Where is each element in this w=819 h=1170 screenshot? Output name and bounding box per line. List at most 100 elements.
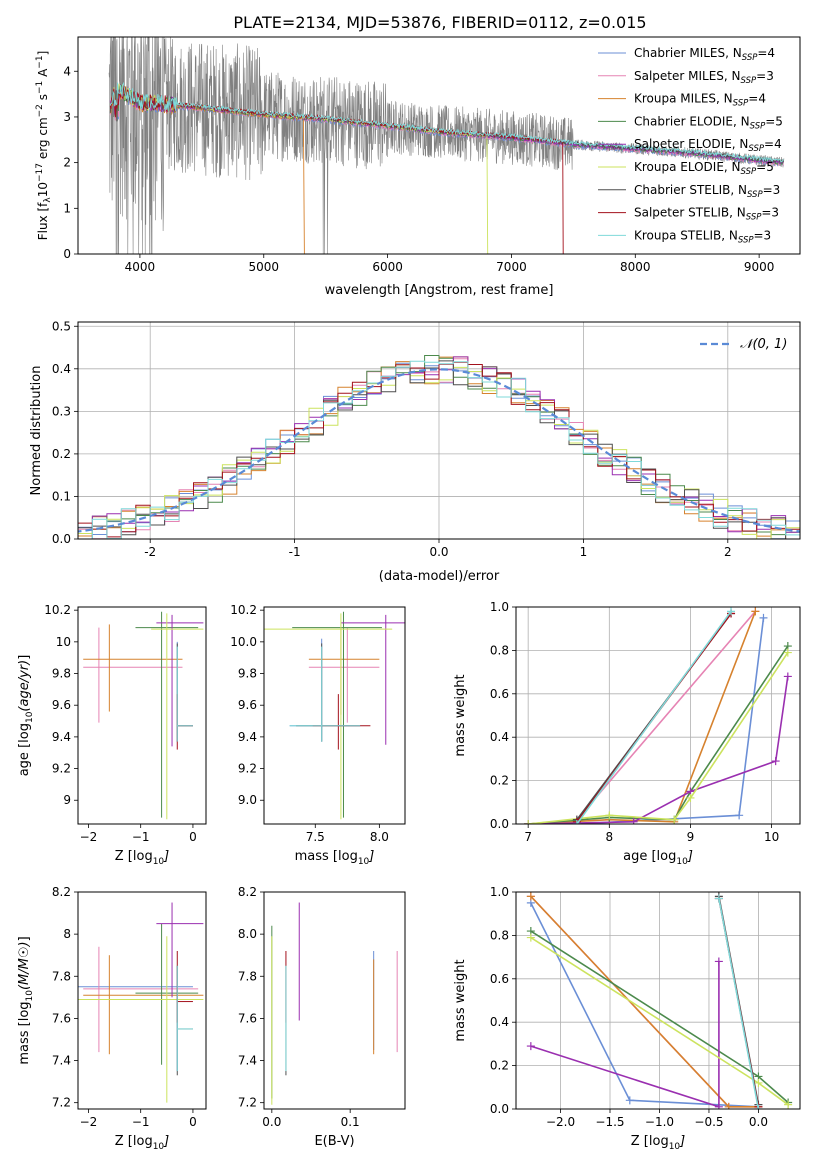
x-tick-label: 8.0 [370, 830, 389, 844]
weight-marker [783, 648, 792, 657]
x-tick-label: 0.0 [262, 1115, 281, 1129]
x-tick-label: 8 [605, 830, 613, 844]
legend-label: Kroupa MILES, NSSP=4 [634, 92, 766, 109]
weight-marker [759, 613, 768, 622]
weight-marker [714, 1102, 723, 1109]
y-tick-label: 0.4 [490, 730, 509, 744]
panel-mass-vs-Z: −2 −1 0 7.2 7.4 7.6 7.8 8 8.2 Z [log10] mass [log1… [17, 885, 207, 1152]
weight-marker [784, 1100, 793, 1109]
observed-spectrum [108, 37, 785, 254]
panel-spectrum: 4000 5000 6000 7000 8000 9000 0 1 2 3 4 wavelength … [35, 36, 801, 298]
weight-line-4 [528, 676, 789, 824]
x-axis-label: E(B-V) [314, 1134, 354, 1149]
x-tick-label: 9000 [744, 260, 775, 274]
plot-area [524, 607, 792, 824]
y-tick-label: 3 [63, 110, 71, 124]
figure-title: PLATE=2134, MJD=53876, FIBERID=0112, z=0… [233, 13, 646, 32]
y-tick-label: 0.0 [490, 1102, 509, 1116]
y-tick-label: 0.5 [52, 319, 71, 333]
x-tick-label: 0.0 [749, 1115, 768, 1129]
weight-marker [629, 817, 638, 824]
y-tick-label: 1 [63, 201, 71, 215]
x-tick-label: 4000 [125, 260, 156, 274]
x-tick-label: −2.0 [546, 1115, 575, 1129]
x-tick-label: 0.1 [341, 1115, 360, 1129]
model-spectrum-5 [109, 83, 489, 254]
x-tick-label: 0 [189, 1115, 197, 1129]
y-tick-label: 10 [56, 635, 71, 649]
y-tick-label: 7.8 [52, 969, 71, 983]
y-tick-label: 1.0 [490, 600, 509, 614]
y-tick-label: 9.0 [238, 793, 257, 807]
weight-line-2 [528, 611, 757, 824]
x-tick-label: 7.5 [306, 830, 325, 844]
y-tick-label: 0.0 [490, 817, 509, 831]
model-spectrum-6 [109, 84, 784, 165]
legend-label: Kroupa STELIB, NSSP=3 [634, 228, 771, 245]
y-tick-label: 10.2 [44, 603, 71, 617]
y-tick-label: 0 [63, 247, 71, 261]
y-tick-label: 0.6 [490, 972, 509, 986]
y-tick-label: 7.4 [52, 1054, 71, 1068]
axes-frame [515, 606, 801, 825]
y-tick-label: 9.8 [52, 667, 71, 681]
x-tick-label: 9 [687, 830, 695, 844]
legend-label: Chabrier MILES, NSSP=4 [634, 46, 775, 63]
x-axis-label: Z [log10] [631, 1134, 685, 1152]
weight-marker [771, 757, 780, 766]
x-axis-label: wavelength [Angstrom, rest frame] [325, 283, 554, 298]
plot-area [264, 611, 405, 820]
x-tick-label: 5000 [248, 260, 279, 274]
y-tick-label: 9.4 [238, 730, 257, 744]
panel-mass-weight-vs-Z: −2.0 −1.5 −1.0 −0.5 0.0 0.0 0.2 0.4 0.6 0.8 1.0 mas… [453, 885, 801, 1152]
x-tick-label: 6000 [372, 260, 403, 274]
y-tick-label: 9.2 [52, 762, 71, 776]
weight-marker [526, 1042, 535, 1051]
x-tick-label: −2 [80, 1115, 98, 1129]
x-axis-label: Z [log10] [115, 849, 169, 867]
axes-frame [77, 606, 207, 825]
x-tick-label: −2 [80, 830, 98, 844]
legend-label: Chabrier ELODIE, NSSP=5 [634, 114, 783, 131]
panel-age-vs-Z: −2 −1 0 9 9.2 9.4 9.6 9.8 10 10.2 Z [log10] age [lo… [17, 603, 207, 867]
weight-line-8 [576, 610, 732, 824]
y-tick-label: 9 [63, 793, 71, 807]
axes-frame [77, 891, 207, 1110]
plot-area [83, 611, 204, 820]
panel-mass-weight-vs-age: 7 8 9 10 0.0 0.2 0.4 0.6 0.8 1.0 mass weight age [l… [453, 600, 801, 867]
x-tick-label: -2 [144, 545, 156, 559]
x-tick-label: −0.5 [694, 1115, 723, 1129]
y-axis-label: mass weight [453, 959, 468, 1041]
weight-marker [670, 815, 679, 824]
y-tick-label: 4 [63, 64, 71, 78]
y-tick-label: 1.0 [490, 885, 509, 899]
y-tick-label: 0.2 [490, 774, 509, 788]
x-tick-label: 1 [580, 545, 588, 559]
x-tick-label: 7 [524, 830, 532, 844]
legend-label: Salpeter STELIB, NSSP=3 [634, 206, 779, 223]
y-tick-label: 8.2 [52, 885, 71, 899]
weight-marker [754, 1105, 763, 1109]
legend-label: Salpeter ELODIE, NSSP=4 [634, 137, 782, 154]
model-spectrum-8 [109, 81, 784, 163]
weight-marker [735, 811, 744, 820]
legend-label: Salpeter MILES, NSSP=3 [634, 69, 774, 86]
weight-marker [751, 607, 760, 616]
panel-age-vs-mass: 7.5 8.0 9.0 9.2 9.4 9.6 9.8 10.0 10.2 mass [log10… [230, 603, 406, 867]
x-tick-label: 0.0 [429, 545, 448, 559]
y-axis-label: mass [log10(M/M☉)] [17, 936, 35, 1064]
legend-label: 𝒩(0, 1) [740, 337, 787, 352]
y-tick-label: 9.4 [52, 730, 71, 744]
y-tick-label: 8.2 [238, 885, 257, 899]
y-tick-label: 7.2 [52, 1096, 71, 1110]
y-tick-label: 0.8 [490, 928, 509, 942]
x-tick-label: 0 [189, 830, 197, 844]
y-tick-label: 0.6 [490, 687, 509, 701]
x-tick-label: 2 [724, 545, 732, 559]
x-axis-label: mass [log10] [295, 849, 375, 867]
weight-marker [625, 1096, 634, 1105]
y-tick-label: 0.2 [52, 447, 71, 461]
plot-area [526, 892, 793, 1109]
y-tick-label: 0.1 [52, 489, 71, 503]
y-tick-label: 8.0 [238, 927, 257, 941]
